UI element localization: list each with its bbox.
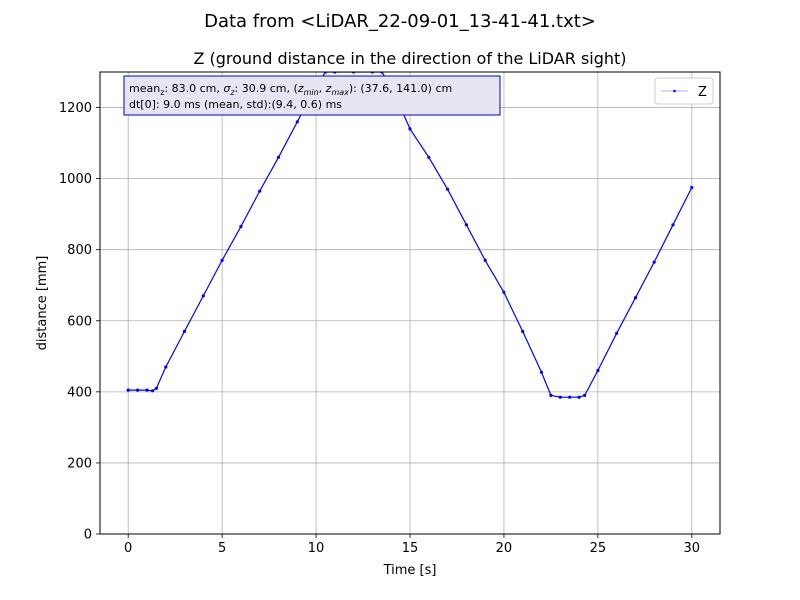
data-point bbox=[151, 389, 155, 393]
data-point bbox=[549, 393, 553, 397]
data-point bbox=[145, 388, 149, 392]
zmin-label: z bbox=[297, 82, 304, 95]
legend: Z bbox=[654, 77, 714, 105]
data-point bbox=[126, 388, 130, 392]
data-point bbox=[201, 294, 205, 298]
x-tick-label: 10 bbox=[308, 541, 325, 556]
data-point bbox=[136, 388, 140, 392]
x-tick-label: 0 bbox=[124, 541, 132, 556]
sigma-label: σ bbox=[223, 82, 231, 95]
sigma-subscript: z bbox=[229, 88, 235, 97]
data-point bbox=[633, 296, 638, 300]
data-point bbox=[464, 223, 468, 227]
data-point bbox=[295, 120, 299, 124]
data-point bbox=[652, 260, 656, 264]
zmax-label: z bbox=[325, 82, 332, 95]
x-tick-label: 5 bbox=[218, 541, 226, 556]
y-tick-label: 200 bbox=[67, 456, 92, 471]
data-point bbox=[596, 368, 600, 373]
x-tick-label: 20 bbox=[496, 541, 513, 556]
data-point bbox=[220, 258, 224, 262]
stats-annotation-box bbox=[123, 75, 501, 116]
data-point bbox=[577, 395, 581, 399]
chart-title: Z (ground distance in the direction of t… bbox=[193, 49, 626, 68]
data-point bbox=[502, 290, 506, 294]
data-point bbox=[671, 223, 675, 227]
y-axis-label: distance [mm] bbox=[35, 256, 50, 351]
data-point bbox=[583, 393, 587, 397]
data-point bbox=[539, 370, 544, 374]
x-tick-label: 15 bbox=[402, 541, 419, 556]
mean-value: : 83.0 cm, bbox=[164, 82, 223, 95]
stats-annotation-line1: meanz: 83.0 cm, σz: 30.9 cm, (zmin, zmax… bbox=[129, 82, 452, 97]
zmin-subscript: min bbox=[304, 88, 319, 97]
data-point bbox=[258, 189, 262, 193]
data-point bbox=[615, 331, 619, 335]
legend-marker-sample bbox=[673, 89, 676, 93]
stats-annotation-line2: dt[0]: 9.0 ms (mean, std):(9.4, 0.6) ms bbox=[129, 98, 342, 111]
mean-subscript: z bbox=[160, 88, 164, 97]
data-point bbox=[154, 386, 158, 390]
stats-annotation: meanz: 83.0 cm, σz: 30.9 cm, (zmin, zmax… bbox=[123, 75, 501, 116]
data-point bbox=[408, 127, 412, 131]
y-tick-label: 0 bbox=[84, 528, 92, 543]
figure-suptitle: Data from <LiDAR_22-09-01_13-41-41.txt> bbox=[204, 11, 596, 32]
x-tick-label: 30 bbox=[684, 541, 701, 556]
data-point bbox=[182, 329, 187, 333]
axis-ticks: 0 5 10 15 20 25 30 0 200 400 600 800 1000 1200 bbox=[59, 101, 700, 556]
y-tick-label: 600 bbox=[67, 314, 92, 329]
x-tick-label: 25 bbox=[590, 541, 607, 556]
legend-label: Z bbox=[698, 85, 707, 100]
y-tick-label: 800 bbox=[67, 243, 92, 258]
x-axis-label: Time [s] bbox=[383, 563, 437, 578]
y-tick-label: 400 bbox=[67, 385, 92, 400]
y-tick-label: 1200 bbox=[59, 101, 92, 116]
data-point bbox=[568, 395, 572, 399]
range-separator: , bbox=[319, 82, 326, 95]
data-point bbox=[239, 225, 243, 229]
mean-label: mean bbox=[129, 82, 160, 95]
data-point bbox=[276, 155, 281, 159]
range-value: ): (37.6, 141.0) cm bbox=[349, 82, 452, 95]
data-point bbox=[558, 395, 562, 399]
data-point bbox=[483, 258, 487, 262]
data-point bbox=[690, 185, 694, 190]
data-point bbox=[521, 329, 525, 333]
data-point bbox=[164, 365, 168, 369]
sigma-value: : 30.9 cm, ( bbox=[235, 82, 298, 95]
data-point bbox=[446, 187, 450, 191]
y-tick-label: 1000 bbox=[59, 172, 92, 187]
data-point bbox=[427, 155, 431, 159]
zmax-subscript: max bbox=[331, 88, 349, 97]
